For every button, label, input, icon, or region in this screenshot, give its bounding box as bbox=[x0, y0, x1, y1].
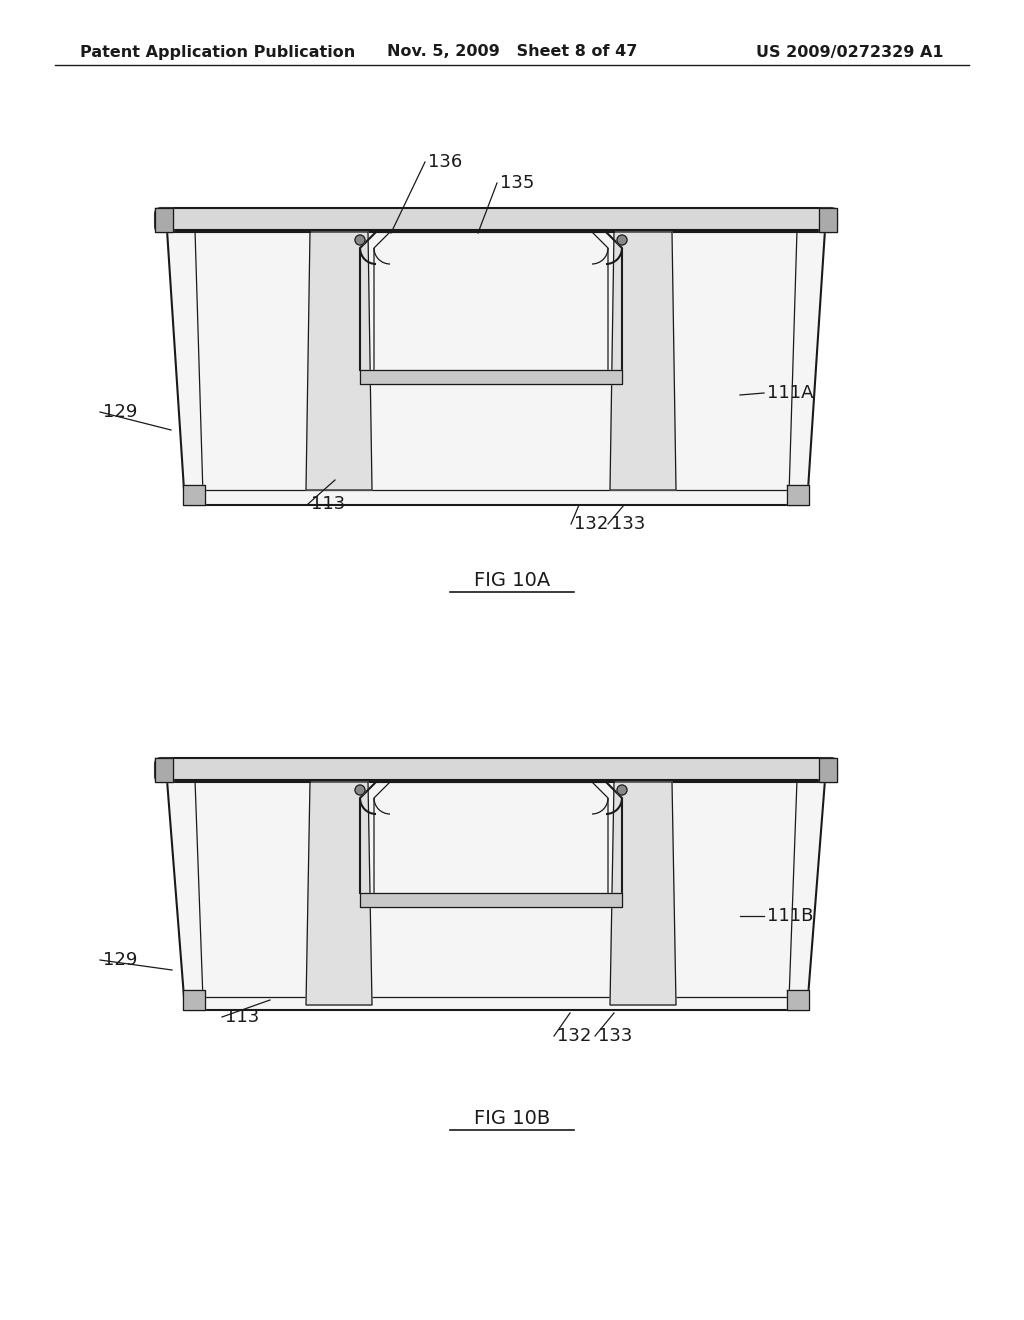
Circle shape bbox=[617, 785, 627, 795]
Polygon shape bbox=[183, 484, 205, 506]
Text: 111A: 111A bbox=[767, 384, 813, 403]
Polygon shape bbox=[819, 758, 837, 781]
Circle shape bbox=[355, 235, 365, 246]
Polygon shape bbox=[360, 894, 622, 907]
Text: 133: 133 bbox=[611, 515, 645, 533]
Text: 136: 136 bbox=[428, 153, 462, 172]
Text: US 2009/0272329 A1: US 2009/0272329 A1 bbox=[757, 45, 944, 59]
Text: 113: 113 bbox=[311, 495, 345, 513]
Polygon shape bbox=[360, 370, 622, 384]
Polygon shape bbox=[155, 209, 173, 232]
FancyBboxPatch shape bbox=[155, 209, 837, 232]
Text: 113: 113 bbox=[225, 1008, 259, 1026]
Polygon shape bbox=[155, 758, 173, 781]
Polygon shape bbox=[306, 232, 372, 490]
Text: FIG 10A: FIG 10A bbox=[474, 570, 550, 590]
Polygon shape bbox=[819, 209, 837, 232]
Circle shape bbox=[617, 235, 627, 246]
Circle shape bbox=[355, 785, 365, 795]
Text: 132: 132 bbox=[557, 1027, 592, 1045]
Polygon shape bbox=[167, 230, 825, 506]
Polygon shape bbox=[787, 990, 809, 1010]
Text: 132: 132 bbox=[574, 515, 608, 533]
Text: 135: 135 bbox=[500, 174, 535, 191]
Polygon shape bbox=[167, 780, 825, 1010]
Text: 129: 129 bbox=[103, 403, 137, 421]
Polygon shape bbox=[306, 781, 372, 1005]
Text: 129: 129 bbox=[103, 950, 137, 969]
Text: Nov. 5, 2009   Sheet 8 of 47: Nov. 5, 2009 Sheet 8 of 47 bbox=[387, 45, 637, 59]
Polygon shape bbox=[610, 232, 676, 490]
Text: Patent Application Publication: Patent Application Publication bbox=[80, 45, 355, 59]
Text: FIG 10B: FIG 10B bbox=[474, 1109, 550, 1127]
FancyBboxPatch shape bbox=[155, 758, 837, 781]
Polygon shape bbox=[787, 484, 809, 506]
Text: 133: 133 bbox=[598, 1027, 633, 1045]
Text: 111B: 111B bbox=[767, 907, 813, 925]
Polygon shape bbox=[610, 781, 676, 1005]
Polygon shape bbox=[183, 990, 205, 1010]
